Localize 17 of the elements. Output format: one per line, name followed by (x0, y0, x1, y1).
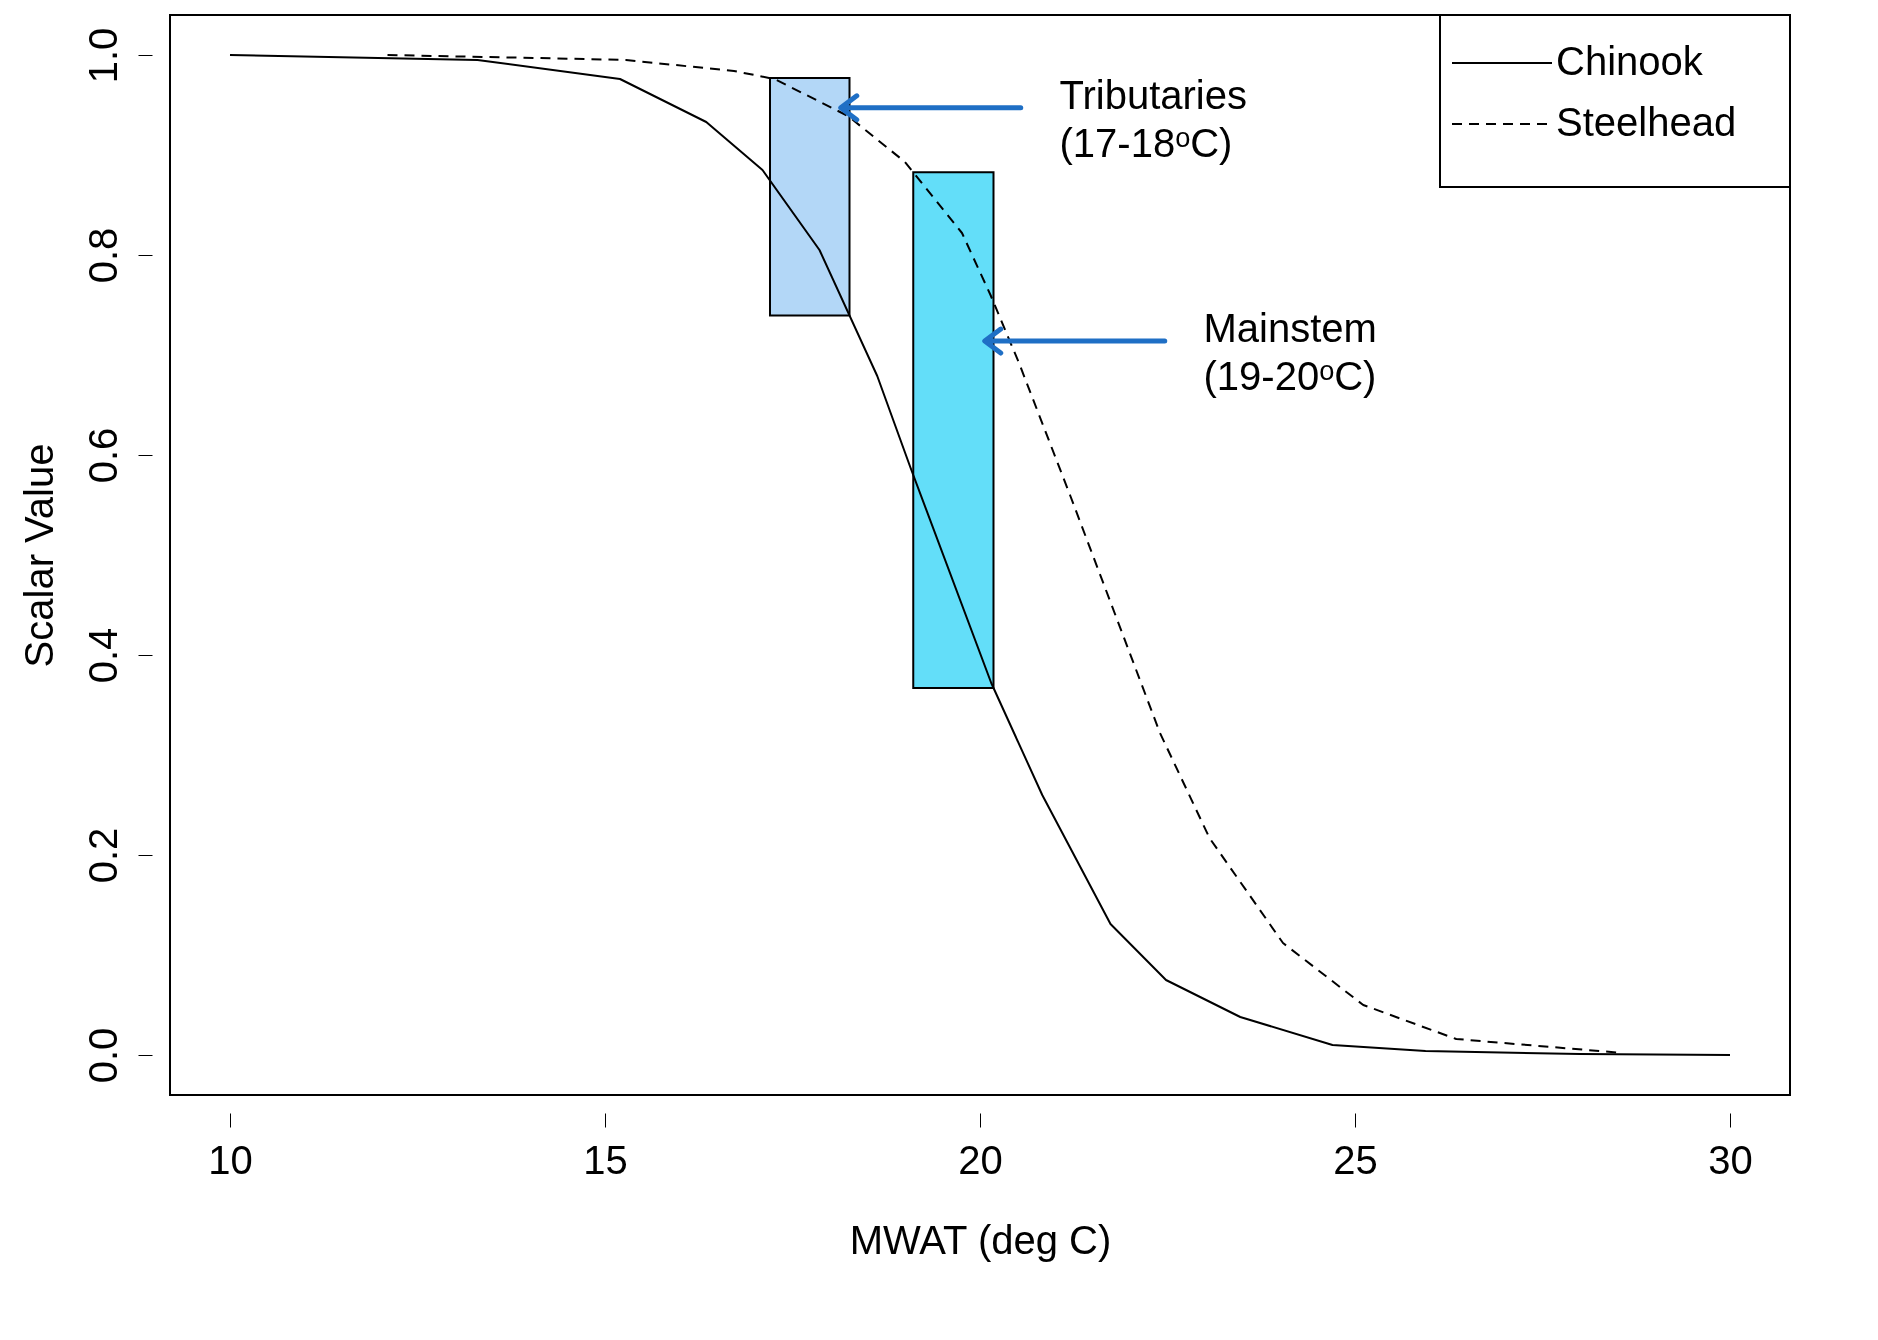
x-tick-label: 20 (958, 1137, 1003, 1182)
x-tick-label: 25 (1333, 1137, 1378, 1182)
y-axis-title: Scalar Value (16, 443, 61, 668)
y-tick-label: 0.0 (80, 1027, 125, 1084)
legend-label: Chinook (1556, 39, 1704, 83)
band-label: Mainstem (19-20ᵒC) (1203, 306, 1377, 399)
legend-label: Steelhead (1556, 100, 1737, 144)
y-tick-label: 1.0 (80, 27, 125, 84)
x-axis-title: MWAT (deg C) (849, 1217, 1112, 1262)
x-tick-label: 10 (208, 1137, 253, 1182)
band-label: Tributaries (17-18ᵒC) (1059, 72, 1247, 165)
x-tick-label: 30 (1708, 1137, 1753, 1182)
y-tick-label: 0.4 (80, 627, 125, 684)
y-tick-label: 0.8 (80, 227, 125, 284)
y-tick-label: 0.6 (80, 427, 125, 484)
y-tick-label: 0.2 (80, 827, 125, 884)
x-tick-label: 15 (583, 1137, 628, 1182)
